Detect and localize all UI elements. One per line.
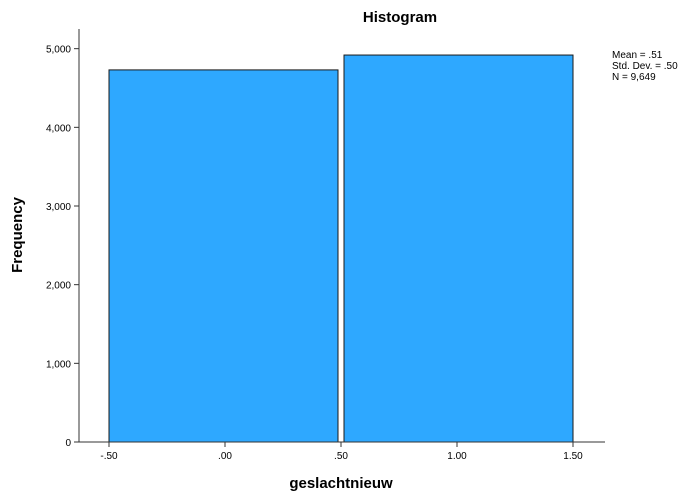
y-tick-label: 1,000: [46, 359, 71, 370]
y-tick-label: 0: [65, 438, 71, 449]
y-tick-label: 3,000: [46, 202, 71, 213]
x-tick-label: 1.50: [563, 451, 583, 462]
y-tick-label: 5,000: [46, 45, 71, 56]
x-ticks-group: -.50 .00 .50 1.00 1.50: [100, 442, 583, 462]
y-tick-label: 4,000: [46, 123, 71, 134]
y-ticks-group: 0 1,000 2,000 3,000 4,000 5,000: [46, 45, 79, 449]
y-axis-label: Frequency: [9, 196, 26, 273]
histogram-bar-0: [108, 69, 339, 443]
stats-std-dev: Std. Dev. = .50: [612, 61, 678, 72]
stats-mean: Mean = .51: [612, 50, 663, 61]
y-tick-label: 2,000: [46, 281, 71, 292]
x-tick-label: -.50: [100, 451, 118, 462]
x-tick-label: 1.00: [447, 451, 467, 462]
x-tick-label: .50: [334, 451, 348, 462]
chart-title: Histogram: [363, 9, 437, 26]
histogram-bar-1: [343, 54, 574, 443]
axes-group: [78, 29, 605, 443]
x-tick-label: .00: [218, 451, 232, 462]
x-axis-label: geslachtnieuw: [289, 475, 393, 492]
bars-group: [108, 54, 574, 443]
stats-n: N = 9,649: [612, 72, 656, 83]
stats-box: Mean = .51 Std. Dev. = .50 N = 9,649: [612, 50, 678, 83]
